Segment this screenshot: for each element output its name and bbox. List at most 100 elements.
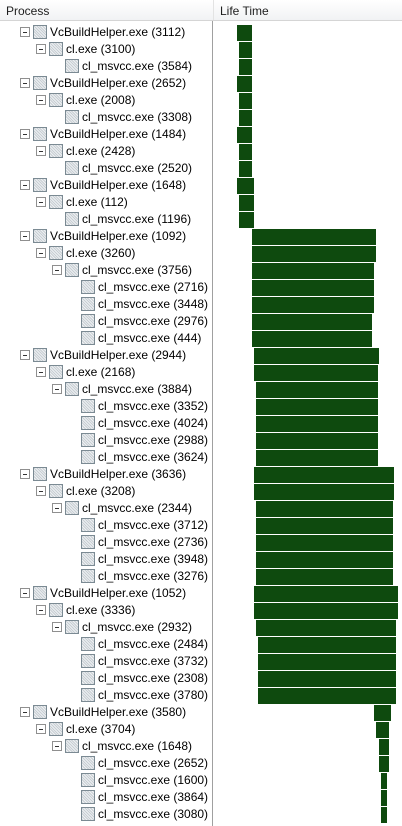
collapse-minus-icon[interactable] — [36, 248, 46, 258]
collapse-minus-icon[interactable] — [20, 78, 30, 88]
tree-row[interactable]: cl_msvcc.exe (3584) — [0, 58, 402, 75]
lifetime-bar — [256, 382, 378, 398]
collapse-minus-icon[interactable] — [20, 231, 30, 241]
collapse-minus-icon[interactable] — [20, 350, 30, 360]
collapse-minus-icon[interactable] — [52, 741, 62, 751]
process-icon — [81, 654, 95, 668]
process-icon — [81, 331, 95, 345]
tree-row[interactable]: cl.exe (3704) — [0, 721, 402, 738]
tree-row[interactable]: cl.exe (2168) — [0, 364, 402, 381]
process-icon — [81, 569, 95, 583]
tree-row[interactable]: cl_msvcc.exe (2736) — [0, 534, 402, 551]
tree-row[interactable]: cl_msvcc.exe (3948) — [0, 551, 402, 568]
column-divider[interactable] — [212, 21, 213, 826]
process-label: cl_msvcc.exe (3624) — [98, 450, 209, 464]
tree-row[interactable]: cl.exe (2008) — [0, 92, 402, 109]
collapse-minus-icon[interactable] — [20, 129, 30, 139]
collapse-minus-icon[interactable] — [20, 27, 30, 37]
tree-row[interactable]: cl_msvcc.exe (2484) — [0, 636, 402, 653]
process-label: VcBuildHelper.exe (1092) — [50, 229, 187, 243]
process-icon — [81, 688, 95, 702]
tree-row[interactable]: cl_msvcc.exe (3864) — [0, 789, 402, 806]
process-label: cl_msvcc.exe (3780) — [98, 688, 209, 702]
tree-row[interactable]: cl_msvcc.exe (3756) — [0, 262, 402, 279]
collapse-minus-icon[interactable] — [52, 384, 62, 394]
lifetime-bar — [239, 212, 255, 228]
tree-row[interactable]: VcBuildHelper.exe (2652) — [0, 75, 402, 92]
collapse-minus-icon[interactable] — [20, 588, 30, 598]
tree-row[interactable]: cl_msvcc.exe (2976) — [0, 313, 402, 330]
collapse-minus-icon[interactable] — [36, 486, 46, 496]
collapse-minus-icon[interactable] — [36, 605, 46, 615]
tree-row[interactable]: cl_msvcc.exe (3276) — [0, 568, 402, 585]
collapse-minus-icon[interactable] — [36, 724, 46, 734]
process-icon — [65, 110, 79, 124]
collapse-minus-icon[interactable] — [20, 180, 30, 190]
process-icon — [49, 365, 63, 379]
lifetime-bar — [256, 518, 393, 534]
process-icon — [81, 552, 95, 566]
process-label: VcBuildHelper.exe (3636) — [50, 467, 187, 481]
tree-row[interactable]: cl_msvcc.exe (3352) — [0, 398, 402, 415]
process-icon — [33, 76, 47, 90]
lifetime-bar — [257, 688, 397, 704]
tree-row[interactable]: VcBuildHelper.exe (2944) — [0, 347, 402, 364]
lifetime-bar — [254, 484, 395, 500]
tree-row[interactable]: VcBuildHelper.exe (1484) — [0, 126, 402, 143]
tree-row[interactable]: cl_msvcc.exe (3884) — [0, 381, 402, 398]
tree-row[interactable]: VcBuildHelper.exe (1092) — [0, 228, 402, 245]
process-icon — [81, 314, 95, 328]
collapse-minus-icon[interactable] — [36, 197, 46, 207]
tree-row[interactable]: cl_msvcc.exe (3080) — [0, 806, 402, 823]
tree-row[interactable]: cl_msvcc.exe (2932) — [0, 619, 402, 636]
collapse-minus-icon[interactable] — [52, 265, 62, 275]
tree-row[interactable]: cl.exe (3260) — [0, 245, 402, 262]
tree-row[interactable]: cl_msvcc.exe (1196) — [0, 211, 402, 228]
collapse-minus-icon[interactable] — [20, 707, 30, 717]
collapse-minus-icon[interactable] — [36, 146, 46, 156]
tree-row[interactable]: cl_msvcc.exe (2520) — [0, 160, 402, 177]
collapse-minus-icon[interactable] — [52, 622, 62, 632]
process-label: cl_msvcc.exe (1600) — [98, 773, 209, 787]
tree-row[interactable]: cl_msvcc.exe (3732) — [0, 653, 402, 670]
collapse-minus-icon[interactable] — [36, 95, 46, 105]
tree-row[interactable]: cl_msvcc.exe (2344) — [0, 500, 402, 517]
lifetime-bar — [381, 790, 387, 806]
tree-row[interactable]: cl_msvcc.exe (1600) — [0, 772, 402, 789]
tree-row[interactable]: cl.exe (3100) — [0, 41, 402, 58]
tree-row[interactable]: VcBuildHelper.exe (3636) — [0, 466, 402, 483]
tree-row[interactable]: cl.exe (3208) — [0, 483, 402, 500]
tree-row[interactable]: cl_msvcc.exe (2716) — [0, 279, 402, 296]
lifetime-bar — [239, 42, 253, 58]
process-label: cl_msvcc.exe (3276) — [98, 569, 209, 583]
lifetime-bar — [237, 25, 253, 41]
lifetime-bar — [256, 433, 378, 449]
tree-row[interactable]: cl_msvcc.exe (3308) — [0, 109, 402, 126]
tree-row[interactable]: cl_msvcc.exe (3780) — [0, 687, 402, 704]
tree-row[interactable]: cl.exe (3336) — [0, 602, 402, 619]
tree-row[interactable]: cl_msvcc.exe (3624) — [0, 449, 402, 466]
tree-row[interactable]: cl_msvcc.exe (1648) — [0, 738, 402, 755]
collapse-minus-icon[interactable] — [52, 503, 62, 513]
tree-row[interactable]: cl_msvcc.exe (3448) — [0, 296, 402, 313]
tree-row[interactable]: VcBuildHelper.exe (3580) — [0, 704, 402, 721]
collapse-minus-icon[interactable] — [36, 367, 46, 377]
tree-row[interactable]: cl_msvcc.exe (2652) — [0, 755, 402, 772]
tree-row[interactable]: cl_msvcc.exe (4024) — [0, 415, 402, 432]
collapse-minus-icon[interactable] — [20, 469, 30, 479]
tree-row[interactable]: cl_msvcc.exe (2988) — [0, 432, 402, 449]
tree-row[interactable]: cl_msvcc.exe (3712) — [0, 517, 402, 534]
tree-row[interactable]: cl.exe (2428) — [0, 143, 402, 160]
tree-row[interactable]: cl_msvcc.exe (2308) — [0, 670, 402, 687]
tree-row[interactable]: cl.exe (112) — [0, 194, 402, 211]
tree-row[interactable]: cl_msvcc.exe (444) — [0, 330, 402, 347]
tree-row[interactable]: VcBuildHelper.exe (1648) — [0, 177, 402, 194]
process-column-header[interactable]: Process — [6, 4, 50, 18]
lifetime-bar — [252, 263, 374, 279]
process-icon — [81, 280, 95, 294]
tree-row[interactable]: VcBuildHelper.exe (3112) — [0, 24, 402, 41]
tree-row[interactable]: VcBuildHelper.exe (1052) — [0, 585, 402, 602]
lifetime-column-header[interactable]: Life Time — [213, 0, 402, 20]
collapse-minus-icon[interactable] — [36, 44, 46, 54]
